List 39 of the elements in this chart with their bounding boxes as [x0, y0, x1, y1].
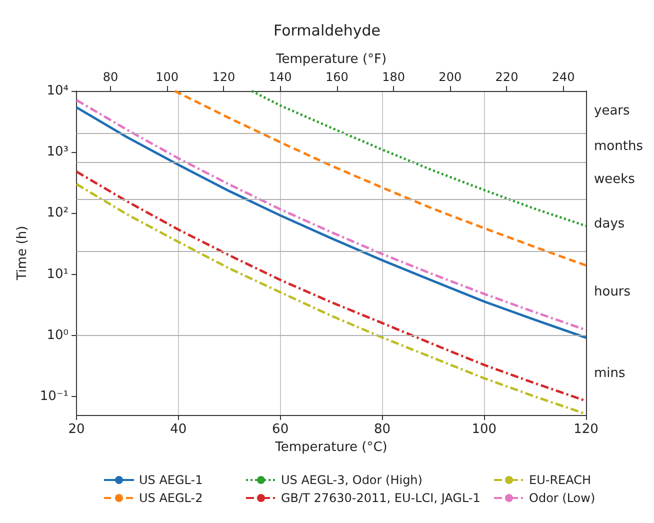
text: months	[594, 139, 644, 154]
legend-label: US AEGL-3, Odor (High)	[281, 473, 422, 487]
legend-label: US AEGL-2	[139, 491, 203, 505]
legend-label: Odor (Low)	[529, 491, 596, 505]
y-tick-label: 10⁴	[46, 84, 69, 98]
x-tick-label: 100	[472, 422, 497, 437]
x-tick-label: 20	[68, 422, 85, 437]
chart-title: Formaldehyde	[273, 22, 381, 40]
text: years	[594, 103, 630, 118]
x2-tick-label: 100	[156, 70, 179, 84]
line-series	[250, 90, 588, 228]
x-axis-title: Temperature (°C)	[274, 440, 388, 455]
y-tick-label: 10⁻¹	[40, 389, 69, 404]
text: mins	[594, 366, 626, 382]
y-axis-title: Time (h)	[15, 226, 30, 282]
x2-axis-title: Temperature (°F)	[274, 52, 387, 68]
legend-label: EU-REACH	[529, 473, 592, 487]
x-tick-label: 40	[170, 422, 187, 437]
y-tick-label: 10⁰	[46, 328, 69, 343]
y-tick-label: 10¹	[46, 266, 69, 282]
x2-tick-label: 180	[382, 70, 405, 84]
x2-tick-label: 140	[268, 70, 292, 84]
x2-tick-label: 120	[212, 70, 236, 84]
y-tick-label: 10²	[46, 206, 69, 221]
x2-tick-label: 200	[438, 70, 462, 84]
legend-label: GB/T 27630-2011, EU-LCI, JAGL-1	[281, 491, 480, 505]
x-tick-label: 60	[272, 422, 289, 437]
x2-tick-label: 160	[325, 70, 348, 84]
x2-tick-label: 240	[552, 70, 575, 84]
x-tick-label: 120	[574, 422, 598, 437]
text: hours	[594, 284, 631, 300]
text: weeks	[594, 172, 636, 188]
line-series	[174, 90, 588, 267]
x-tick-label: 80	[374, 422, 390, 437]
x2-tick-label: 80	[102, 70, 118, 84]
legend-label: US AEGL-1	[139, 473, 203, 487]
text: days	[594, 216, 625, 232]
y-tick-label: 10³	[46, 144, 69, 160]
x2-tick-label: 220	[495, 70, 518, 84]
